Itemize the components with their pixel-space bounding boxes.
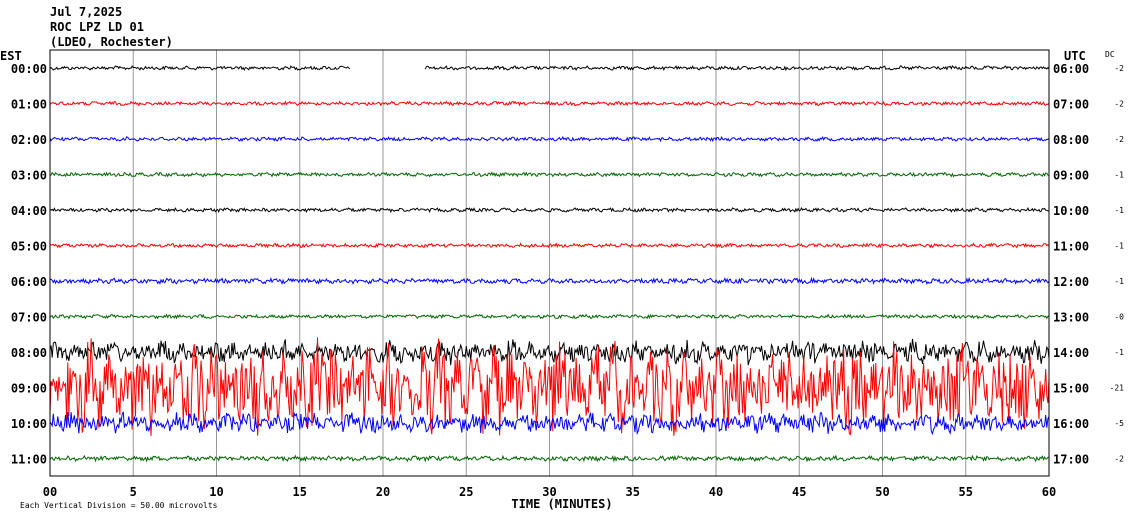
dc-offset-label: -1	[1114, 171, 1124, 180]
left-hour-label: 08:00	[11, 346, 47, 360]
right-hour-label: 06:00	[1053, 62, 1089, 76]
left-hour-labels: 00:00 01:00 02:00 03:00 04:00 05:00 06:00 07:00…	[11, 62, 47, 467]
dc-offset-label: -1	[1114, 242, 1124, 251]
trace-line-0900	[49, 337, 1050, 436]
right-hour-label: 17:00	[1053, 453, 1089, 467]
seismic-traces	[49, 65, 1050, 463]
left-timezone-label: EST	[0, 49, 22, 63]
dc-offset-label: -1	[1114, 348, 1124, 357]
right-hour-label: 15:00	[1053, 382, 1089, 396]
x-tick-label: 10	[209, 485, 223, 499]
right-hour-label: 09:00	[1053, 169, 1089, 183]
dc-offset-label: -1	[1114, 277, 1124, 286]
x-tick-label: 20	[376, 485, 390, 499]
right-hour-label: 11:00	[1053, 240, 1089, 254]
header-network: (LDEO, Rochester)	[50, 35, 173, 49]
trace-line-0200	[49, 135, 1050, 143]
left-hour-label: 04:00	[11, 204, 47, 218]
header-date: Jul 7,2025	[50, 5, 122, 19]
trace-line-1100	[49, 454, 1050, 463]
right-timezone-label: UTC	[1064, 49, 1086, 63]
right-hour-label: 13:00	[1053, 311, 1089, 325]
x-tick-label: 50	[875, 485, 889, 499]
dc-offset-label: -1	[1114, 206, 1124, 215]
scale-footnote: Each Vertical Division = 50.00 microvolt…	[20, 501, 218, 510]
x-tick-label: 5	[130, 485, 137, 499]
trace-line-0800	[49, 338, 1050, 366]
left-hour-label: 05:00	[11, 240, 47, 254]
dc-offset-label: -2	[1114, 135, 1124, 144]
dc-offset-labels: -2 -2 -2 -1 -1 -1 -1 -0 -1 -21 -5 -2	[1110, 64, 1125, 464]
dc-offset-label: -21	[1110, 384, 1125, 393]
trace-line-0500	[49, 242, 1050, 249]
plot-frame	[49, 49, 1050, 477]
right-hour-label: 14:00	[1053, 346, 1089, 360]
trace-line-0400	[49, 206, 1050, 214]
left-hour-label: 10:00	[11, 417, 47, 431]
x-tick-label: 35	[626, 485, 640, 499]
right-hour-label: 12:00	[1053, 275, 1089, 289]
x-tick-label: 15	[293, 485, 307, 499]
left-hour-label: 07:00	[11, 311, 47, 325]
plot-grid	[132, 50, 967, 476]
trace-line-0300	[49, 171, 1050, 178]
x-tick-label: 00	[43, 485, 57, 499]
left-hour-label: 11:00	[11, 453, 47, 467]
x-tick-label: 45	[792, 485, 806, 499]
x-tick-label: 55	[959, 485, 973, 499]
left-hour-label: 02:00	[11, 133, 47, 147]
x-tick-label: 30	[542, 485, 556, 499]
x-axis-label: TIME (MINUTES)	[511, 497, 612, 511]
trace-line-0000	[49, 65, 1050, 72]
dc-label: DC	[1105, 50, 1115, 59]
left-hour-label: 01:00	[11, 98, 47, 112]
x-tick-label: 60	[1042, 485, 1056, 499]
header-station: ROC LPZ LD 01	[50, 20, 144, 34]
left-hour-label: 09:00	[11, 382, 47, 396]
right-hour-label: 08:00	[1053, 133, 1089, 147]
right-hour-label: 10:00	[1053, 204, 1089, 218]
x-tick-label: 40	[709, 485, 723, 499]
x-tick-label: 25	[459, 485, 473, 499]
left-hour-label: 03:00	[11, 169, 47, 183]
dc-offset-label: -0	[1114, 313, 1124, 322]
trace-line-1000	[49, 411, 1050, 436]
trace-line-0700	[49, 313, 1050, 320]
dc-offset-label: -2	[1114, 455, 1124, 464]
left-hour-label: 00:00	[11, 62, 47, 76]
right-hour-labels: 06:00 07:00 08:00 09:00 10:00 11:00 12:00 13:00…	[1053, 62, 1089, 467]
x-tick-labels: 00 5 10 15 20 25 30 35 40 45 50 55 60	[43, 485, 1056, 499]
trace-line-0100	[49, 100, 1050, 107]
dc-offset-label: -2	[1114, 100, 1124, 109]
right-hour-label: 07:00	[1053, 98, 1089, 112]
right-hour-label: 16:00	[1053, 417, 1089, 431]
dc-offset-label: -2	[1114, 64, 1124, 73]
trace-line-0600	[49, 276, 1050, 286]
dc-offset-label: -5	[1114, 419, 1124, 428]
left-hour-label: 06:00	[11, 275, 47, 289]
